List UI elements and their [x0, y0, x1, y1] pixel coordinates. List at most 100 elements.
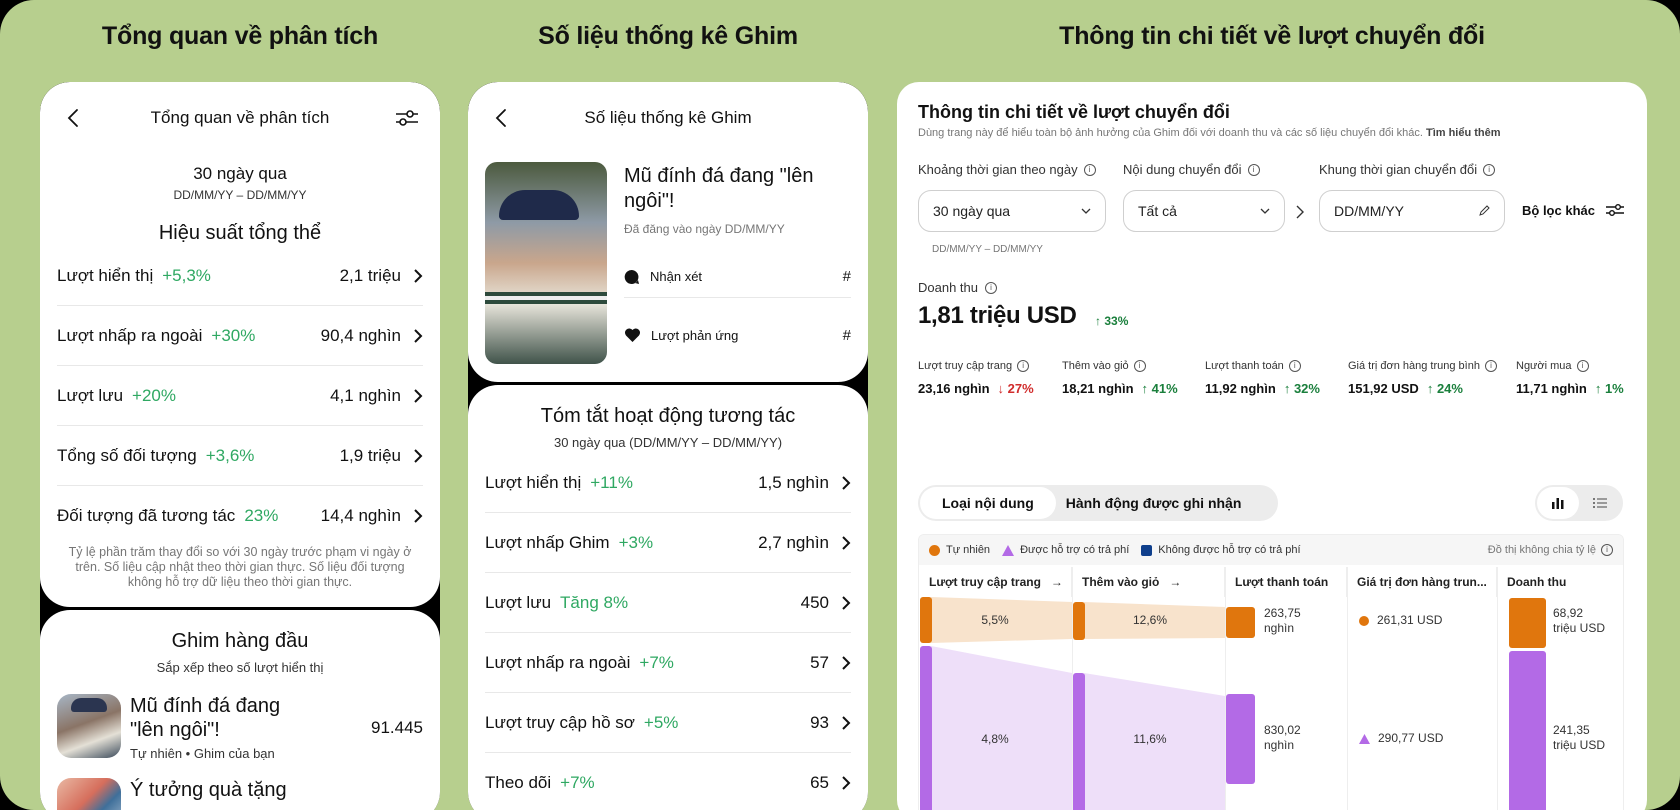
pencil-icon[interactable]	[1478, 205, 1490, 217]
pin-thumbnail	[57, 694, 121, 758]
kpi-value: 151,92 USD	[1348, 381, 1419, 396]
date-range-select[interactable]: 30 ngày qua	[918, 190, 1106, 232]
metric-row-impressions[interactable]: Lượt hiển thị +11% 1,5 nghìn	[485, 453, 851, 513]
overview-phone: Tổng quan về phân tích 30 ngày qua DD/MM…	[40, 82, 440, 810]
legend-label: Được hỗ trợ có trả phí	[1020, 544, 1130, 556]
header-revenue: Doanh thu	[1497, 567, 1623, 597]
revenue-change: ↑ 33%	[1095, 314, 1129, 328]
info-icon[interactable]: i	[1484, 360, 1497, 372]
metric-row-total-audience[interactable]: Tổng số đối tượng +3,6% 1,9 triệu	[57, 426, 423, 486]
chart-view-button[interactable]	[1537, 487, 1579, 519]
content-select[interactable]: Tất cả	[1123, 190, 1285, 232]
header-checkouts: Lượt thanh toán	[1225, 567, 1347, 597]
square-icon	[1141, 544, 1153, 556]
list-view-button[interactable]	[1579, 487, 1621, 519]
kpi-label: Người mua	[1516, 360, 1572, 372]
header-page-visits[interactable]: Lượt truy cập trang →	[919, 567, 1072, 597]
metric-row-impressions[interactable]: Lượt hiển thị +5,3% 2,1 triệu	[57, 246, 423, 306]
info-icon[interactable]: i	[1601, 544, 1613, 556]
metric-change: +3%	[618, 532, 654, 552]
revenue-value: 1,81 triệu USD	[918, 302, 1077, 329]
view-toggle	[1535, 485, 1623, 521]
more-filters-label: Bộ lọc khác	[1522, 202, 1595, 218]
metric-row-follows[interactable]: Theo dõi +7% 65	[485, 753, 851, 810]
not-to-scale-note: Đồ thị không chia tỷ lệ i	[1488, 544, 1613, 556]
overview-column-title: Tổng quan về phân tích	[101, 22, 379, 50]
filter-icon[interactable]	[394, 106, 420, 130]
chevron-right-icon	[842, 655, 851, 670]
kpi-value: 11,71 nghìn	[1516, 381, 1587, 396]
info-icon[interactable]: i	[1288, 360, 1301, 372]
info-icon[interactable]: i	[1133, 360, 1146, 372]
kpi-value: 11,92 nghìn	[1205, 381, 1276, 396]
value-unit: nghìn	[1264, 738, 1295, 752]
metric-row-outbound-clicks[interactable]: Lượt nhấp ra ngoài +30% 90,4 nghìn	[57, 306, 423, 366]
info-icon[interactable]: i	[1576, 360, 1589, 372]
metric-change: +30%	[211, 325, 256, 345]
header-label: Giá trị đơn hàng trun...	[1357, 575, 1487, 589]
select-value: 30 ngày qua	[933, 203, 1011, 219]
metric-change: +5,3%	[162, 265, 211, 285]
learn-more-link[interactable]: Tìm hiểu thêm	[1425, 127, 1501, 139]
metric-label: Theo dõi	[485, 773, 552, 792]
header-add-to-cart[interactable]: Thêm vào giỏ →	[1072, 567, 1225, 597]
metric-row-outbound-clicks[interactable]: Lượt nhấp ra ngoài +7% 57	[485, 633, 851, 693]
chevron-right-icon	[842, 715, 851, 730]
metric-row-engaged-audience[interactable]: Đối tượng đã tương tác 23% 14,4 nghìn	[57, 486, 423, 546]
metric-row-saves[interactable]: Lượt lưu Tăng 8% 450	[485, 573, 851, 633]
conversion-column-title: Thông tin chi tiết về lượt chuyển đổi	[1059, 22, 1485, 50]
chevron-down-icon	[1260, 208, 1270, 214]
metric-row-profile-visits[interactable]: Lượt truy cập hồ sơ +5% 93	[485, 693, 851, 753]
pin-card: Số liệu thống kê Ghim Mũ đính đá đang "l…	[468, 82, 868, 382]
back-icon[interactable]	[62, 106, 86, 130]
reactions-label: Lượt phản ứng	[651, 327, 739, 343]
info-icon[interactable]: i	[1483, 163, 1496, 176]
kpi-avg-order-value: Giá trị đơn hàng trung bình i 151,92 USD ↑…	[1348, 360, 1497, 396]
circle-icon	[929, 544, 940, 556]
change-value: 24%	[1436, 381, 1463, 396]
back-icon[interactable]	[490, 106, 514, 130]
section-title: Hiệu suất tổng thể	[158, 222, 322, 244]
kpi-checkouts: Lượt thanh toán i 11,92 nghìn ↑ 32%	[1205, 360, 1320, 396]
change-value: 1%	[1604, 381, 1624, 396]
value-number: 261,31 USD	[1377, 613, 1443, 627]
metric-value: 2,7 nghìn	[758, 532, 829, 552]
note-text: Đồ thị không chia tỷ lệ	[1487, 544, 1596, 556]
more-filters-button[interactable]: Bộ lọc khác	[1522, 202, 1625, 218]
pin-title: Mũ đính đá đang "lên ngôi"!	[624, 165, 814, 212]
reactions-row[interactable]: Lượt phản ứng #	[624, 314, 851, 356]
top-pins-subtitle: Sắp xếp theo số lượt hiển thị	[156, 660, 324, 675]
comments-row[interactable]: Nhận xét #	[624, 256, 851, 298]
pin-stats-column-title: Số liệu thống kê Ghim	[538, 22, 798, 50]
metric-value: 450	[800, 592, 829, 612]
tab-content-type[interactable]: Loại nội dung	[920, 487, 1056, 519]
top-pins-card: Ghim hàng đầu Sắp xếp theo số lượt hiển …	[40, 610, 440, 810]
value-number: 68,92	[1553, 606, 1584, 620]
content-label: Nội dung chuyển đổi i	[1123, 162, 1260, 177]
organic-add-to-cart-bar	[1073, 602, 1085, 640]
info-icon[interactable]: i	[1247, 163, 1260, 176]
metric-value: 4,1 nghìn	[330, 385, 401, 405]
window-label: Khung thời gian chuyển đổi i	[1319, 162, 1496, 177]
change-value: 32%	[1293, 381, 1320, 396]
window-date-input[interactable]: DD/MM/YY	[1319, 190, 1505, 232]
chart-legend: Tự nhiên Được hỗ trợ có trả phí Không đư…	[919, 535, 1623, 565]
pin-title: Mũ đính đá đang "lên ngôi"!	[130, 695, 281, 741]
column-divider	[1497, 567, 1498, 810]
triangle-icon	[1002, 544, 1015, 556]
chevron-right-icon	[842, 535, 851, 550]
info-icon[interactable]: i	[1083, 163, 1096, 176]
paid-add-to-cart-bar	[1073, 673, 1085, 810]
metric-row-pin-clicks[interactable]: Lượt nhấp Ghim +3% 2,7 nghìn	[485, 513, 851, 573]
top-pin-item[interactable]: Mũ đính đá đang "lên ngôi"! Tự nhiên • G…	[57, 694, 423, 761]
metric-row-saves[interactable]: Lượt lưu +20% 4,1 nghìn	[57, 366, 423, 426]
info-icon[interactable]: i	[985, 281, 997, 294]
top-pin-item[interactable]: Ý tưởng quà tặng	[57, 778, 423, 810]
tab-attributed-actions[interactable]: Hành động được ghi nhận	[1065, 495, 1242, 511]
kpi-label: Lượt truy cập trang	[918, 360, 1013, 372]
value-number: 263,75	[1264, 606, 1301, 620]
label-text: Khung thời gian chuyển đổi	[1319, 162, 1478, 177]
footnote: Tỷ lệ phần trăm thay đổi so với 30 ngày …	[68, 545, 412, 589]
info-icon[interactable]: i	[1017, 360, 1030, 372]
chevron-right-icon	[842, 475, 851, 490]
